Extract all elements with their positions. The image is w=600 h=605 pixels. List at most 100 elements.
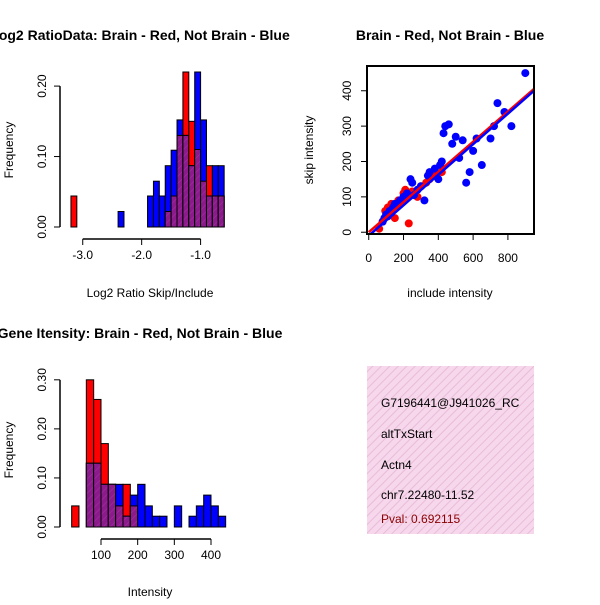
- ratio-hist-x-tick-label: -1.0: [190, 248, 211, 262]
- scatter-point-brain: [404, 219, 413, 228]
- scatter-y-tick-label: 0: [340, 229, 354, 236]
- gene-hist-y-tick-label: 0.30: [35, 368, 49, 392]
- gene-intensity-bars: [71, 379, 227, 528]
- ratio-histogram-axes: -3.0 -2.0 -1.0 0.00 0.10 0.20: [35, 74, 211, 262]
- info-box: G7196441@J941026_RC altTxStart Actn4 chr…: [367, 366, 534, 534]
- scatter-point-notbrain: [465, 168, 474, 177]
- scatter-ylabel: skip intensity: [302, 116, 316, 185]
- gene-hist-bar-overlap: [129, 505, 139, 528]
- ratio-histogram-xlabel: Log2 Ratio Skip/Include: [87, 286, 214, 300]
- ratio-hist-bar-notbrain: [152, 180, 160, 228]
- ratio-histogram-bars: [70, 71, 225, 228]
- gene-hist-bar-overlap: [122, 515, 131, 528]
- gene-hist-bar-notbrain: [203, 494, 212, 528]
- gene-hist-bar-notbrain: [137, 483, 146, 528]
- scatter-plot-area: 0 200 400 600 800 0 100 200 300 400: [340, 65, 535, 265]
- scatter-point-notbrain: [486, 134, 495, 143]
- ratio-hist-bar-overlap: [170, 195, 178, 228]
- gene-hist-x-tick-label: 300: [164, 548, 184, 562]
- ratio-hist-bar-notbrain: [117, 211, 125, 228]
- scatter-point-notbrain: [448, 139, 457, 148]
- gene-hist-bar-notbrain: [217, 515, 227, 528]
- info-box-background: [367, 366, 534, 534]
- gene-hist-x-tick-label: 100: [91, 548, 111, 562]
- scatter-point-notbrain: [469, 146, 478, 155]
- ratio-hist-y-tick-label: 0.10: [35, 145, 49, 169]
- scatter-point-notbrain: [439, 129, 448, 138]
- scatter-fit-notbrain: [368, 89, 534, 234]
- info-gene: Actn4: [381, 458, 412, 472]
- scatter-frame: [366, 65, 535, 235]
- scatter-y-tick-label: 300: [340, 116, 354, 136]
- scatter-point-notbrain: [462, 178, 471, 187]
- scatter-xlabel: include intensity: [407, 286, 492, 300]
- info-pval: Pval: 0.692115: [381, 512, 460, 526]
- gene-hist-bar-brain: [71, 505, 80, 528]
- ratio-hist-bar-overlap: [182, 134, 190, 228]
- gene-hist-bar-notbrain: [159, 515, 168, 528]
- scatter-x-tick-label: 200: [394, 251, 414, 265]
- scatter-point-brain: [375, 224, 384, 233]
- info-box-clip: G7196441@J941026_RC altTxStart Actn4 chr…: [381, 396, 520, 526]
- scatter-title: Brain - Red, Not Brain - Blue: [356, 27, 544, 43]
- scatter-point-notbrain: [444, 120, 453, 129]
- scatter-x-tick-label: 0: [365, 251, 372, 265]
- ratio-hist-y-tick-label: 0.00: [35, 215, 49, 239]
- scatter-point-notbrain: [437, 157, 446, 166]
- scatter-point-notbrain: [477, 161, 486, 170]
- info-probe-id: G7196441@J941026_RC: [381, 396, 520, 410]
- scatter-clip: [367, 69, 534, 234]
- ratio-histogram-ylabel: Frequency: [2, 122, 16, 179]
- scatter-x-tick-label: 600: [463, 251, 483, 265]
- scatter-x-tick-label: 400: [428, 251, 448, 265]
- gene-hist-bar-overlap: [115, 505, 124, 528]
- scatter-point-notbrain: [493, 99, 502, 108]
- gene-hist-y-tick-label: 0.10: [35, 466, 49, 490]
- gene-hist-bar-notbrain: [188, 515, 197, 528]
- scatter-point-notbrain: [507, 122, 516, 131]
- ratio-hist-bar-overlap: [188, 165, 196, 228]
- gene-hist-bar-notbrain: [144, 505, 153, 528]
- scatter-y-tick-label: 200: [340, 151, 354, 171]
- scatter-point-notbrain: [521, 69, 530, 78]
- gene-intensity-title: Gene Itensity: Brain - Red, Not Brain - …: [0, 325, 283, 341]
- gene-intensity-axes: 100 200 300 400 0.00 0.10 0.20 0.30: [35, 368, 221, 562]
- gene-intensity-panel: Gene Itensity: Brain - Red, Not Brain - …: [0, 325, 283, 599]
- gene-intensity-ylabel: Frequency: [2, 422, 16, 479]
- ratio-hist-bar-overlap: [200, 180, 207, 228]
- gene-hist-bar-overlap: [85, 462, 95, 528]
- gene-hist-y-tick-label: 0.00: [35, 515, 49, 539]
- gene-hist-y-tick-label: 0.20: [35, 417, 49, 441]
- info-event-type: altTxStart: [381, 427, 433, 441]
- gene-intensity-xlabel: Intensity: [128, 585, 173, 599]
- ratio-hist-bar-overlap: [164, 211, 172, 228]
- gene-hist-bar-overlap: [93, 462, 102, 528]
- ratio-hist-bar-overlap: [176, 134, 184, 228]
- scatter-point-notbrain: [403, 189, 412, 198]
- gene-hist-bar-notbrain: [195, 505, 205, 528]
- ratio-hist-bar-brain: [70, 195, 78, 228]
- gene-hist-x-tick-label: 400: [201, 548, 221, 562]
- gene-hist-bar-overlap: [107, 483, 117, 528]
- gene-hist-bar-overlap: [100, 483, 109, 528]
- ratio-histogram-panel: Log2 RatioData: Brain - Red, Not Brain -…: [0, 27, 290, 300]
- gene-hist-x-tick-label: 200: [128, 548, 148, 562]
- ratio-hist-bar-overlap: [205, 195, 213, 228]
- info-location: chr7.22480-11.52: [381, 488, 475, 502]
- ratio-hist-bar-overlap: [217, 195, 225, 228]
- scatter-point-notbrain: [420, 196, 429, 205]
- gene-hist-bar-notbrain: [151, 515, 161, 528]
- ratio-hist-x-tick-label: -3.0: [72, 248, 93, 262]
- ratio-hist-bar-notbrain: [147, 195, 154, 228]
- scatter-y-tick-label: 100: [340, 187, 354, 207]
- gene-hist-bar-notbrain: [210, 505, 219, 528]
- scatter-x-tick-label: 800: [498, 251, 518, 265]
- ratio-hist-y-tick-label: 0.20: [35, 74, 49, 98]
- scatter-y-tick-label: 400: [340, 80, 354, 100]
- ratio-hist-bar-overlap: [194, 149, 202, 228]
- scatter-point-notbrain: [408, 178, 417, 187]
- ratio-histogram-title: Log2 RatioData: Brain - Red, Not Brain -…: [0, 27, 290, 43]
- scatter-point-notbrain: [451, 132, 460, 141]
